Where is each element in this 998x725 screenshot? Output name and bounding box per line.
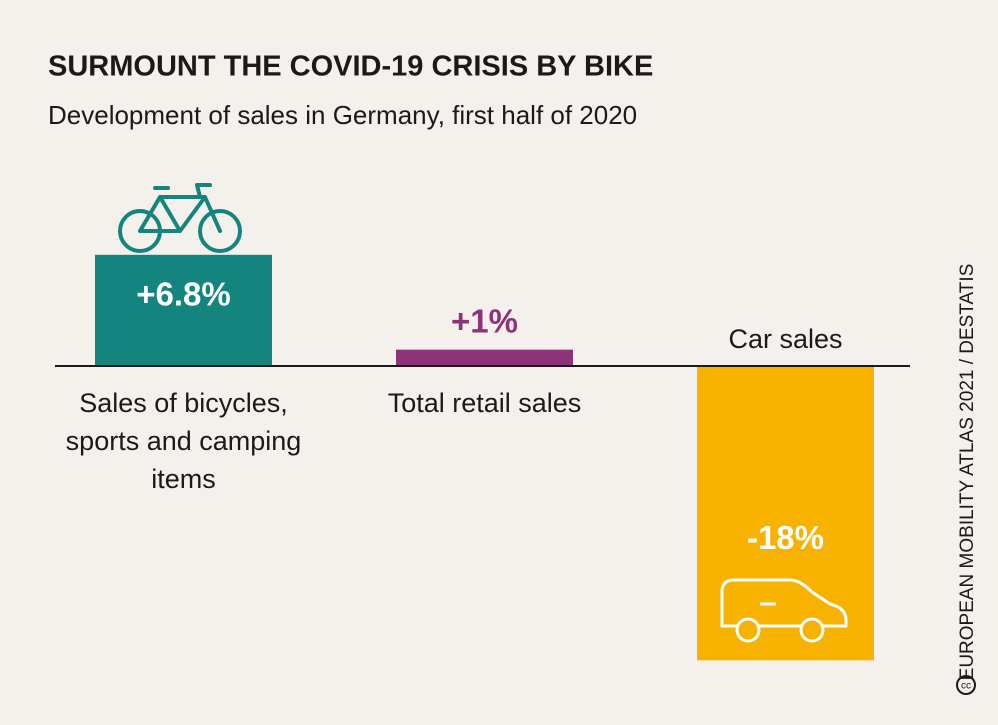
bike-icon [118, 183, 242, 253]
bar [396, 349, 573, 366]
value-label: +1% [451, 302, 518, 339]
chart-subtitle: Development of sales in Germany, first h… [48, 100, 637, 130]
category-label: Sales of bicycles, sports and camping it… [65, 388, 302, 494]
source: EUROPEAN MOBILITY ATLAS 2021 / DESTATIS [957, 264, 978, 681]
category-label: Total retail sales [387, 388, 582, 418]
value-label: -18% [747, 519, 824, 556]
bars [95, 254, 874, 661]
svg-text:cc: cc [961, 681, 971, 692]
car-icon [720, 578, 848, 643]
cc-icon: cc [956, 675, 976, 695]
bar [95, 254, 272, 366]
value-label: +6.8% [136, 276, 231, 313]
category-label: Car sales [728, 324, 843, 354]
chart-title: SURMOUNT THE COVID-19 CRISIS BY BIKE [48, 51, 653, 83]
bar [697, 366, 874, 661]
